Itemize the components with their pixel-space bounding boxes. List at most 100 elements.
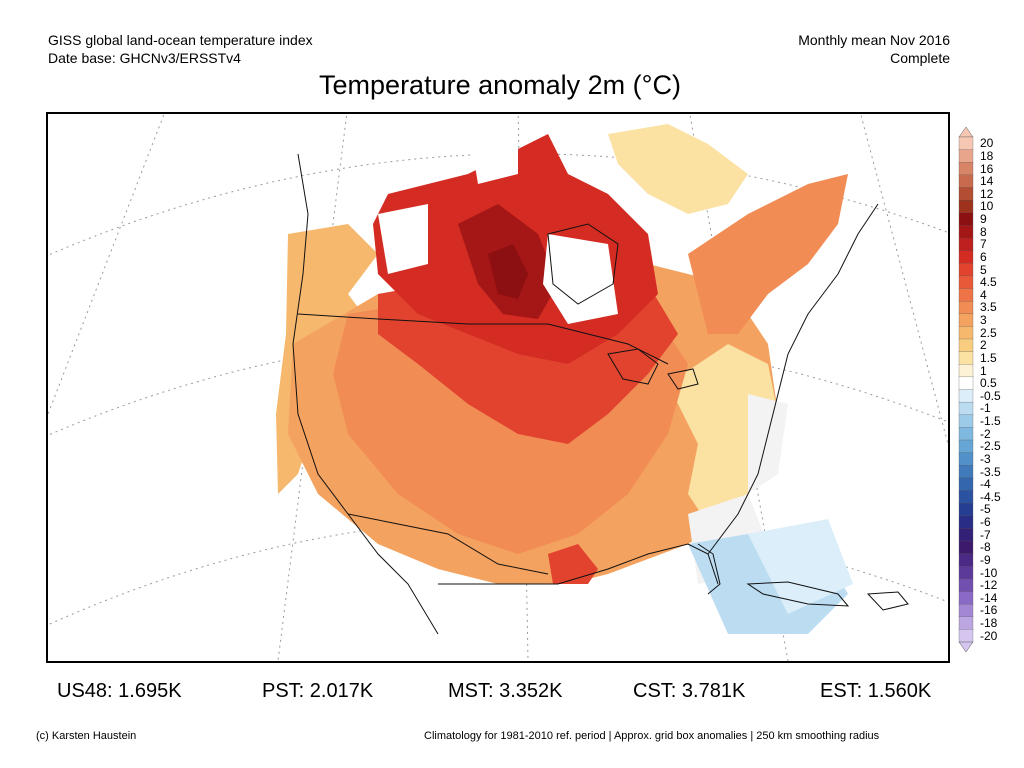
colorbar-swatch xyxy=(958,275,974,290)
colorbar-tick-label: 3.5 xyxy=(980,300,997,315)
field-arctic-gap-west xyxy=(378,204,428,274)
colorbar-swatch xyxy=(958,364,974,378)
stat-pst: PST: 2.017K xyxy=(262,680,374,702)
colorbar-swatch xyxy=(958,351,974,365)
colorbar-tick-label: -10 xyxy=(980,565,998,580)
florida xyxy=(697,543,721,595)
colorbar-top-arrow xyxy=(958,127,974,138)
colorbar-swatch xyxy=(958,174,974,189)
colorbar-tick-label: 0.5 xyxy=(980,376,997,391)
colorbar-swatch xyxy=(958,212,974,227)
colorbar-tick-label: -0.5 xyxy=(980,388,1001,403)
stat-cst: CST: 3.781K xyxy=(633,680,746,702)
coastline-east xyxy=(707,203,879,555)
colorbar-swatch xyxy=(958,313,974,328)
colorbar-swatch xyxy=(958,237,974,252)
colorbar-tick-label: -20 xyxy=(980,628,998,643)
colorbar-swatch xyxy=(958,477,974,492)
colorbar-swatch xyxy=(958,616,974,631)
data-base: Date base: GHCNv3/ERSSTv4 xyxy=(48,50,241,66)
colorbar-tick-label: 4.5 xyxy=(980,275,997,290)
colorbar-tick-label: -3 xyxy=(980,451,991,466)
map-title: Temperature anomaly 2m (°C) xyxy=(319,70,681,100)
colorbar-tick-label: 2.5 xyxy=(980,325,997,340)
colorbar-tick-label: 3 xyxy=(980,313,987,328)
colorbar-tick-label: 18 xyxy=(980,148,994,163)
period-label: Monthly mean Nov 2016 xyxy=(798,32,950,48)
colorbar-tick-label: -18 xyxy=(980,616,998,631)
field-atlantic-neutral xyxy=(748,394,788,494)
colorbar-tick-label: 20 xyxy=(980,136,994,151)
colorbar-tick-label: -8 xyxy=(980,540,991,555)
colorbar-tick-label: -14 xyxy=(980,590,998,605)
colorbar-swatch xyxy=(958,288,974,302)
border-us-canada xyxy=(297,313,669,365)
colorbar-tick-label: -7 xyxy=(980,527,991,542)
field-core-peak xyxy=(488,244,528,299)
colorbar-tick-label: 9 xyxy=(980,212,987,227)
colorbar-tick-label: 16 xyxy=(980,161,994,176)
colorbar-tick-label: 7 xyxy=(980,237,987,252)
colorbar-swatch xyxy=(958,300,974,315)
colorbar-swatch xyxy=(958,465,974,479)
colorbar-swatch xyxy=(958,250,974,264)
cuba xyxy=(746,581,850,607)
colorbar-tick-label: 1 xyxy=(980,363,987,378)
field-hudson-bay-gap xyxy=(543,234,618,324)
border-us-mexico xyxy=(347,513,549,575)
hispaniola xyxy=(866,591,909,611)
colorbar-tick-label: -5 xyxy=(980,502,991,517)
colorbar-tick-label: -3.5 xyxy=(980,464,1001,479)
colorbar-bottom-arrow xyxy=(958,641,974,652)
colorbar-swatch xyxy=(958,515,974,530)
colorbar-tick-label: 6 xyxy=(980,249,987,264)
colorbar xyxy=(958,127,974,652)
colorbar-swatch xyxy=(958,629,974,643)
colorbar-swatch xyxy=(958,452,974,466)
colorbar-swatch xyxy=(958,401,974,416)
colorbar-swatch xyxy=(958,427,974,441)
colorbar-tick-label: -1.5 xyxy=(980,414,1001,429)
anomaly-field xyxy=(276,124,853,634)
colorbar-swatch xyxy=(958,263,974,277)
colorbar-swatch xyxy=(958,578,974,593)
colorbar-swatch xyxy=(958,603,974,618)
field-labrador xyxy=(608,124,748,214)
colorbar-swatch xyxy=(958,566,974,580)
map-panel xyxy=(46,112,950,663)
colorbar-swatch xyxy=(958,490,974,504)
field-northeast xyxy=(688,174,848,334)
header-left: GISS global land-ocean temperature index… xyxy=(48,31,313,67)
stat-us48: US48: 1.695K xyxy=(57,680,182,702)
great-lakes xyxy=(607,348,699,390)
colorbar-tick-label: -2.5 xyxy=(980,439,1001,454)
colorbar-tick-label: -16 xyxy=(980,603,998,618)
stat-est: EST: 1.560K xyxy=(820,680,932,702)
colorbar-tick-label: -2 xyxy=(980,426,991,441)
colorbar-tick-label: -9 xyxy=(980,552,991,567)
colorbar-tick-label: 1.5 xyxy=(980,350,997,365)
colorbar-swatch xyxy=(958,553,974,567)
colorbar-tick-label: -4.5 xyxy=(980,489,1001,504)
colorbar-tick-label: -1 xyxy=(980,401,991,416)
colorbar-tick-label: 14 xyxy=(980,174,994,189)
colorbar-tick-label: 8 xyxy=(980,224,987,239)
boundaries xyxy=(292,153,909,635)
colorbar-swatch xyxy=(958,136,974,151)
colorbar-swatch xyxy=(958,389,974,403)
hudson-bay xyxy=(547,223,619,305)
coastline-gulf xyxy=(438,543,719,585)
colorbar-swatch xyxy=(958,149,974,163)
map-canvas xyxy=(48,114,948,661)
coastline-west xyxy=(292,153,439,635)
completeness-label: Complete xyxy=(890,50,950,66)
colorbar-swatch xyxy=(958,502,974,517)
colorbar-tick-label: 5 xyxy=(980,262,987,277)
method-note: Climatology for 1981-2010 ref. period | … xyxy=(424,730,880,742)
colorbar-tick-label: 10 xyxy=(980,199,994,214)
stat-mst: MST: 3.352K xyxy=(448,680,563,702)
colorbar-swatch xyxy=(958,199,974,214)
colorbar-swatch xyxy=(958,439,974,454)
colorbar-tick-label: -4 xyxy=(980,477,991,492)
colorbar-tick-label: -6 xyxy=(980,515,991,530)
